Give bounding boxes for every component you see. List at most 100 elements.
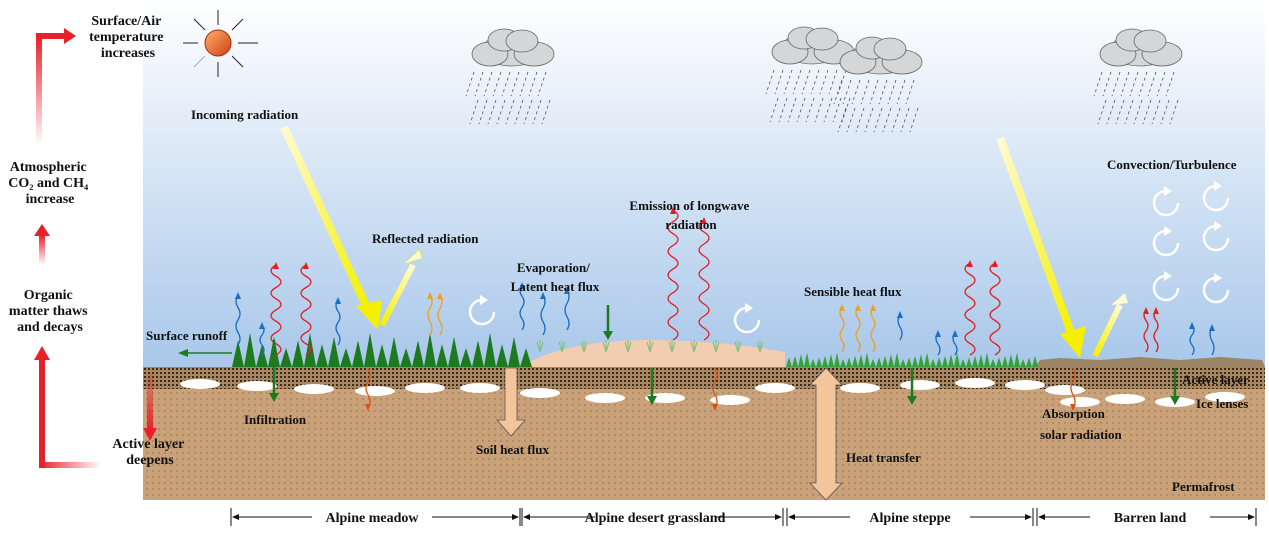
grass-blade	[256, 344, 268, 367]
zone-arrowhead	[788, 514, 795, 520]
grass-tuft	[536, 340, 544, 353]
convection-swirl-icon	[1202, 181, 1230, 212]
surface-runoff-label: Surface runoff	[146, 328, 228, 343]
grass-blade	[400, 348, 412, 367]
zone-arrowhead	[1038, 514, 1045, 520]
grass-blade	[520, 348, 532, 367]
grass-blade	[364, 332, 376, 367]
ice-lens	[900, 380, 940, 390]
longwave-arrow	[300, 262, 312, 356]
barren-incoming-radiation-arrow	[996, 136, 1086, 358]
grass-blade	[972, 355, 978, 367]
grass-blade	[352, 340, 364, 367]
grass-tuft	[646, 340, 654, 353]
vapor-arrow	[1189, 322, 1195, 356]
zone-arrowhead	[1025, 514, 1032, 520]
grass-blade	[1008, 354, 1014, 367]
convection-swirl-icon	[1152, 271, 1180, 302]
longwave-arrow	[964, 260, 976, 356]
grass-blade	[906, 357, 912, 367]
grass-blade	[936, 357, 942, 367]
grass-blade	[864, 352, 870, 367]
zone-alpine-steppe: Alpine steppe	[869, 511, 950, 526]
convection-swirl-icon	[1152, 226, 1180, 257]
grass-blade	[436, 344, 448, 367]
active-layer-deepens-label: Active layer deepens	[112, 437, 187, 468]
grass-blade	[828, 354, 834, 367]
infiltration-label: Infiltration	[244, 412, 307, 427]
infiltration-arrow	[907, 368, 917, 405]
infiltration-arrow	[647, 368, 657, 405]
grass-blade	[912, 355, 918, 367]
vapor-arrow	[564, 287, 570, 331]
grass-blade	[810, 359, 816, 367]
grass-blade	[1014, 352, 1020, 367]
active-layer-label: Active layer	[1182, 372, 1249, 387]
permafrost-label: Permafrost	[1172, 479, 1235, 494]
zone-barren-land: Barren land	[1114, 511, 1187, 526]
ice-lens	[585, 393, 625, 403]
rain	[1093, 71, 1179, 125]
grass-blade	[496, 344, 508, 367]
grass-blade	[858, 354, 864, 367]
reflected-radiation-arrow	[379, 249, 423, 327]
sky	[143, 0, 1265, 368]
grass-blade	[978, 354, 984, 367]
cloud-icon	[839, 36, 923, 75]
gas-increase-label: Atmospheric CO₂ and CH₄ increase	[8, 160, 91, 207]
grass-blade	[244, 332, 256, 367]
zone-arrowhead	[232, 514, 239, 520]
grass-blade	[484, 332, 496, 367]
ice-lens	[710, 395, 750, 405]
sensible-heat-arrow	[437, 292, 443, 336]
grass-blade	[888, 354, 894, 367]
grass-blade	[870, 359, 876, 367]
grass-tuft	[580, 340, 588, 353]
heat-transfer-label: Heat transfer	[846, 450, 921, 465]
grass-blade	[930, 359, 936, 367]
vapor-arrow	[335, 297, 341, 346]
grass-blade	[292, 340, 304, 367]
ice-lens	[237, 381, 277, 391]
grass-blade	[840, 359, 846, 367]
grass-blade	[1026, 357, 1032, 367]
ice-lens	[645, 393, 685, 403]
ice-lens	[1005, 380, 1045, 390]
vapor-arrow	[540, 292, 546, 336]
infiltration-arrow	[1170, 368, 1180, 405]
grass-tuft	[602, 340, 610, 353]
incoming-radiation-label: Incoming radiation	[191, 107, 299, 122]
absorption-arrow	[365, 367, 371, 411]
longwave-arrow	[989, 260, 1001, 356]
vapor-arrow	[1209, 324, 1215, 356]
grass-blade	[792, 355, 798, 367]
grass-blade	[996, 357, 1002, 367]
zone-arrowhead	[1248, 514, 1255, 520]
heat-transfer-arrow	[809, 367, 843, 501]
grass-blade	[894, 352, 900, 367]
grass-blade	[232, 340, 244, 367]
longwave-arrow	[1153, 307, 1159, 353]
zone-arrowhead	[523, 514, 530, 520]
longwave-arrow	[667, 207, 679, 341]
soil-heat-flux-arrow	[496, 367, 526, 437]
vapor-arrow	[935, 330, 941, 356]
temperature-increase-label: Surface/Air temperature increases	[89, 14, 167, 61]
grass-blade	[388, 336, 400, 367]
desert-mound	[520, 340, 785, 367]
vapor-arrow	[235, 292, 241, 346]
grass-tuft	[558, 340, 566, 353]
grass-blade	[948, 354, 954, 367]
grass-blade	[984, 352, 990, 367]
infiltration-arrow	[269, 340, 279, 402]
grass-blade	[900, 359, 906, 367]
grass-blade	[834, 352, 840, 367]
rain	[765, 69, 851, 123]
grass-blade	[340, 348, 352, 367]
grass-blade	[816, 357, 822, 367]
grass-blade	[316, 344, 328, 367]
zone-axis	[230, 508, 1257, 526]
sensible-heat-arrow	[855, 304, 861, 353]
surface-runoff-arrow	[178, 349, 232, 357]
grass-blade	[852, 355, 858, 367]
